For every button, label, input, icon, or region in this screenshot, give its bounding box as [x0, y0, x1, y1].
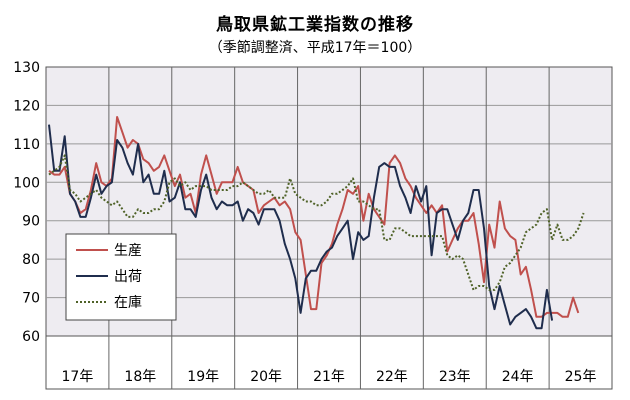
x-tick-label: 17年 [62, 369, 94, 385]
legend-label: 在庫 [114, 294, 142, 311]
y-tick-label: 90 [22, 214, 40, 230]
y-tick-label: 110 [13, 137, 40, 153]
series-line-2 [48, 124, 554, 330]
series-line-3 [48, 154, 585, 291]
y-tick-label: 60 [22, 329, 40, 345]
y-tick-label: 130 [13, 60, 40, 76]
x-tick-label: 18年 [124, 369, 156, 385]
y-tick-label: 80 [22, 252, 40, 268]
x-tick-label: 19年 [187, 369, 219, 385]
x-tick-label: 23年 [439, 369, 471, 385]
chart-title: 鳥取県鉱工業指数の推移 [216, 15, 414, 35]
x-tick-label: 25年 [565, 369, 597, 385]
x-tick-label: 24年 [502, 369, 534, 385]
series-line-1 [48, 116, 580, 318]
chart-subtitle: （季節調整済、平成17年＝100） [208, 40, 422, 56]
x-tick-label: 21年 [313, 369, 345, 385]
legend-label: 出荷 [114, 269, 142, 285]
y-tick-label: 120 [13, 98, 40, 114]
x-tick-label: 20年 [250, 369, 282, 385]
x-axis-band [45, 335, 613, 390]
x-tick-label: 22年 [376, 369, 408, 385]
y-tick-label: 70 [22, 291, 40, 307]
legend-label: 生産 [114, 243, 142, 259]
y-tick-label: 100 [13, 175, 40, 191]
